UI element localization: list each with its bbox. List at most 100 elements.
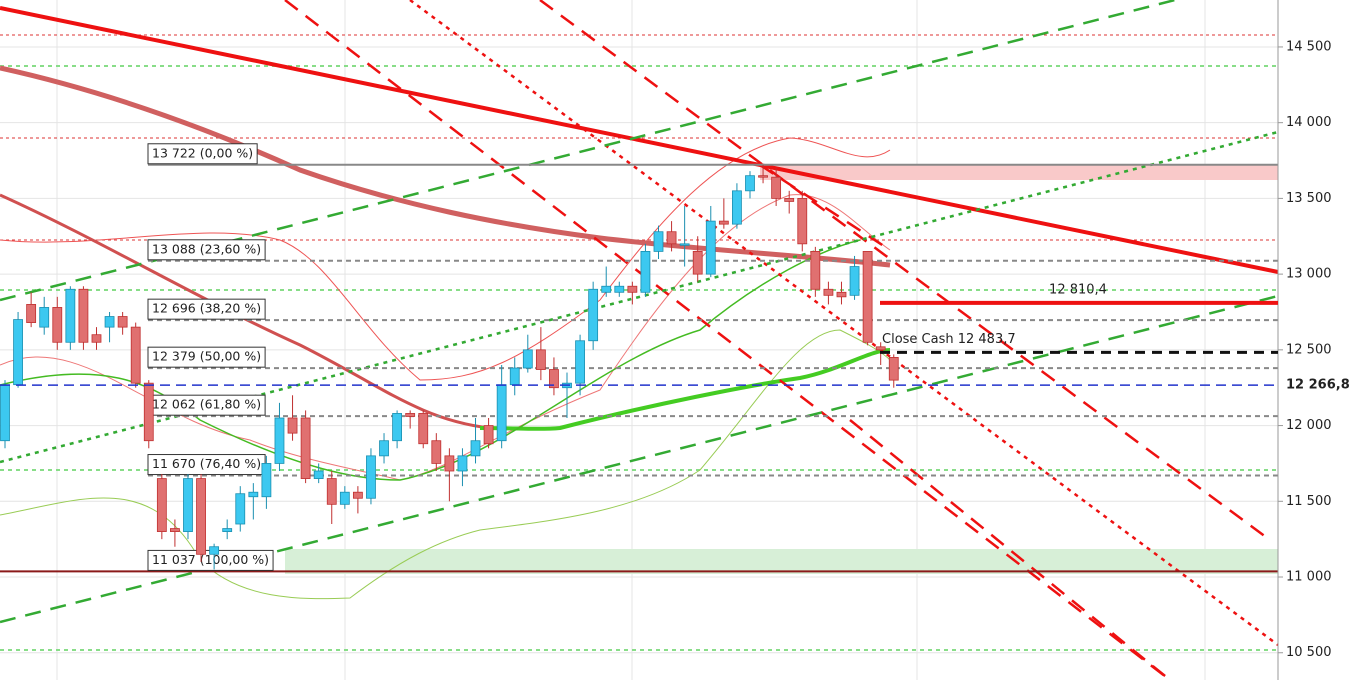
candle-body [0, 384, 10, 442]
fib-label: 13 088 (23,60 %) [147, 239, 266, 261]
candle-body [117, 316, 128, 328]
fib-label: 12 696 (38,20 %) [147, 298, 266, 320]
candle-body [26, 304, 37, 323]
candle-body [718, 220, 729, 225]
candle-body [339, 491, 350, 505]
y-tick-label: 11 000 [1286, 570, 1332, 585]
candle-body [614, 285, 625, 293]
candle-body [143, 382, 154, 442]
candle-body [405, 413, 416, 417]
candle-body [588, 288, 599, 342]
candle-body [875, 346, 886, 351]
trendline [0, 0, 1176, 302]
trendline [284, 0, 1171, 680]
bollinger-upper [0, 137, 891, 381]
candle-body [39, 307, 50, 328]
candle-body [679, 243, 690, 246]
candle-body [509, 367, 520, 386]
candle-body [483, 425, 494, 445]
fib-label-text: 12 696 (38,20 %) [152, 301, 261, 316]
moving-average [479, 348, 891, 431]
fib-label-text: 11 037 (100,00 %) [152, 552, 269, 567]
fib-label-text: 12 062 (61,80 %) [152, 397, 261, 412]
fib-label-box [147, 346, 266, 368]
candle-body [52, 307, 63, 343]
candle-body [379, 440, 389, 457]
candle-body [496, 384, 507, 442]
y-tick-label: 13 500 [1286, 191, 1332, 206]
fib-label-text: 11 670 (76,40 %) [152, 456, 261, 471]
candle-body [352, 491, 363, 499]
fib-label: 11 037 (100,00 %) [147, 549, 274, 571]
resistance-zone [760, 164, 1278, 180]
y-tick-label: 12 500 [1286, 342, 1332, 357]
candle-body [326, 478, 337, 505]
candle-body [522, 349, 533, 369]
candle-body [196, 478, 206, 555]
candle-body [287, 417, 298, 434]
y-tick-label: 13 000 [1286, 267, 1332, 282]
candle-body [104, 316, 115, 328]
candle-body [313, 470, 324, 479]
fib-label-box [147, 298, 266, 320]
candle-body [261, 463, 272, 498]
fib-label-box [147, 239, 266, 261]
candle-body [692, 251, 703, 275]
candle-body [627, 285, 638, 293]
candle-body [444, 455, 455, 472]
candle-body [666, 231, 677, 245]
last-price-tag [1280, 374, 1355, 397]
candle-body [601, 285, 612, 293]
candle-body [156, 478, 167, 532]
candle-body [771, 176, 782, 199]
candle-body [849, 266, 860, 296]
trendline [849, 419, 1171, 680]
candle-body [91, 334, 102, 343]
y-tick-label: 14 500 [1286, 39, 1332, 54]
candle-body [784, 197, 795, 202]
close-cash-label: Close Cash 12 483,7 [882, 332, 1016, 347]
candle-body [888, 357, 899, 381]
candle-body [797, 197, 808, 245]
candle-body [248, 491, 259, 498]
y-tick-label: 10 500 [1286, 645, 1332, 660]
fib-label: 13 722 (0,00 %) [147, 143, 258, 165]
moving-average [0, 239, 861, 481]
candle-body [705, 220, 716, 275]
candle-body [836, 291, 847, 298]
candle-body [366, 455, 376, 499]
candle-body [222, 528, 233, 532]
candle-body [862, 251, 873, 343]
fib-label: 12 379 (50,00 %) [147, 346, 266, 368]
candle-body [535, 349, 546, 370]
y-tick-label: 11 500 [1286, 494, 1332, 509]
candle-body [431, 440, 442, 464]
moving-average [0, 193, 491, 430]
candle-body [549, 369, 559, 389]
fib-label-box [147, 143, 258, 165]
fib-label-text: 13 088 (23,60 %) [152, 241, 261, 256]
candle-body [235, 493, 246, 525]
candle-body [457, 455, 468, 472]
candle-body [758, 175, 768, 178]
candle-body [130, 326, 141, 384]
y-tick-label: 14 000 [1286, 115, 1332, 130]
candle-body [810, 251, 821, 290]
trendline [0, 6, 1279, 274]
candle-body [732, 190, 742, 225]
candle-body [65, 288, 76, 343]
fib-label: 11 670 (76,40 %) [147, 454, 266, 476]
candle-body [13, 319, 23, 386]
candle-body [575, 340, 585, 384]
trendline [539, 0, 1271, 542]
last-price-label: 12 266,8 [1286, 378, 1350, 393]
candle-body [823, 288, 834, 296]
candle-body [470, 440, 481, 457]
fib-label-text: 13 722 (0,00 %) [152, 145, 253, 160]
support-zone [285, 549, 1278, 574]
candle-body [78, 288, 89, 343]
candle-body [300, 417, 311, 479]
fib-label-text: 12 379 (50,00 %) [152, 349, 261, 364]
candle-body [653, 231, 664, 252]
